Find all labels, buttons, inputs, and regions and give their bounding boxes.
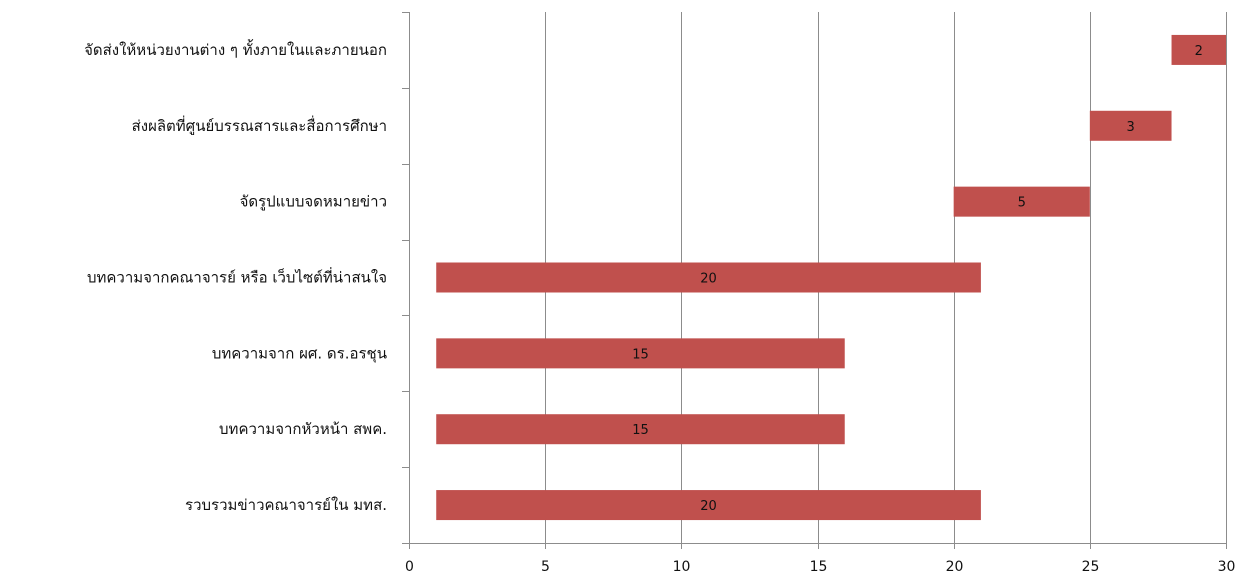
bar <box>1089 110 1172 141</box>
data-label: 3 <box>1127 120 1135 135</box>
category-label: บทความจาก ผศ. ดร.อรชุน <box>212 344 387 363</box>
labels: 0 5 10 15 20 25 30 2 จัดส่งให้หน่วยงานต่าง ๆ ทั้… <box>84 39 1235 575</box>
category-label: บทความจากหัวหน้า สพค. <box>219 420 387 438</box>
category-label: จัดรูปแบบจดหมายข่าว <box>240 193 387 211</box>
data-label: 15 <box>632 423 649 438</box>
axes <box>402 12 1227 549</box>
category-label: รวบรวมข่าวคณาจารย์ใน มทส. <box>185 496 387 514</box>
bars <box>436 34 1226 521</box>
bar <box>436 414 845 445</box>
x-tick-label: 0 <box>405 559 414 575</box>
x-tick-label: 15 <box>810 559 828 575</box>
bar <box>436 262 981 293</box>
data-label: 20 <box>700 272 717 287</box>
x-tick-label: 10 <box>673 559 691 575</box>
bar <box>953 186 1090 217</box>
category-label: จัดส่งให้หน่วยงานต่าง ๆ ทั้งภายในและภายน… <box>84 39 387 59</box>
x-tick-label: 5 <box>541 559 550 575</box>
category-label: บทความจากคณาจารย์ หรือ เว็บไซต์ที่น่าสนใ… <box>87 267 387 287</box>
x-tick-label: 30 <box>1218 559 1236 575</box>
data-label: 20 <box>700 499 717 514</box>
data-label: 2 <box>1195 44 1203 59</box>
bar <box>436 338 845 369</box>
x-tick-label: 20 <box>946 559 964 575</box>
category-label: ส่งผลิตที่ศูนย์บรรณสารและสื่อการศึกษา <box>132 115 387 135</box>
x-tick-label: 25 <box>1082 559 1100 575</box>
bar <box>1171 34 1226 65</box>
data-label: 15 <box>632 347 649 362</box>
data-label: 5 <box>1018 196 1026 211</box>
bar <box>436 490 981 521</box>
